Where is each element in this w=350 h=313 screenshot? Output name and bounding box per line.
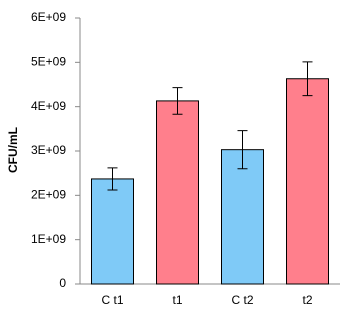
x-tick-label: C t2 — [231, 293, 253, 307]
y-tick-label: 2E+09 — [31, 188, 66, 202]
y-tick-label: 3E+09 — [31, 143, 66, 157]
error-bar — [237, 130, 248, 170]
y-tick-label: 0 — [59, 276, 66, 290]
bar — [91, 178, 134, 285]
error-bar — [302, 61, 313, 97]
x-tick-label: C t1 — [101, 293, 123, 307]
bar — [286, 78, 329, 285]
x-tick-label: t1 — [172, 293, 182, 307]
y-axis-label: CFU/mL — [6, 127, 20, 173]
y-tick-label: 5E+09 — [31, 55, 66, 69]
x-tick-label: t2 — [302, 293, 312, 307]
y-tick-label: 4E+09 — [31, 99, 66, 113]
bar — [221, 149, 264, 285]
error-bar — [172, 87, 183, 115]
y-tick-label: 6E+09 — [31, 10, 66, 24]
bar — [156, 100, 199, 285]
y-tick-label: 1E+09 — [31, 232, 66, 246]
error-bar — [107, 167, 118, 191]
